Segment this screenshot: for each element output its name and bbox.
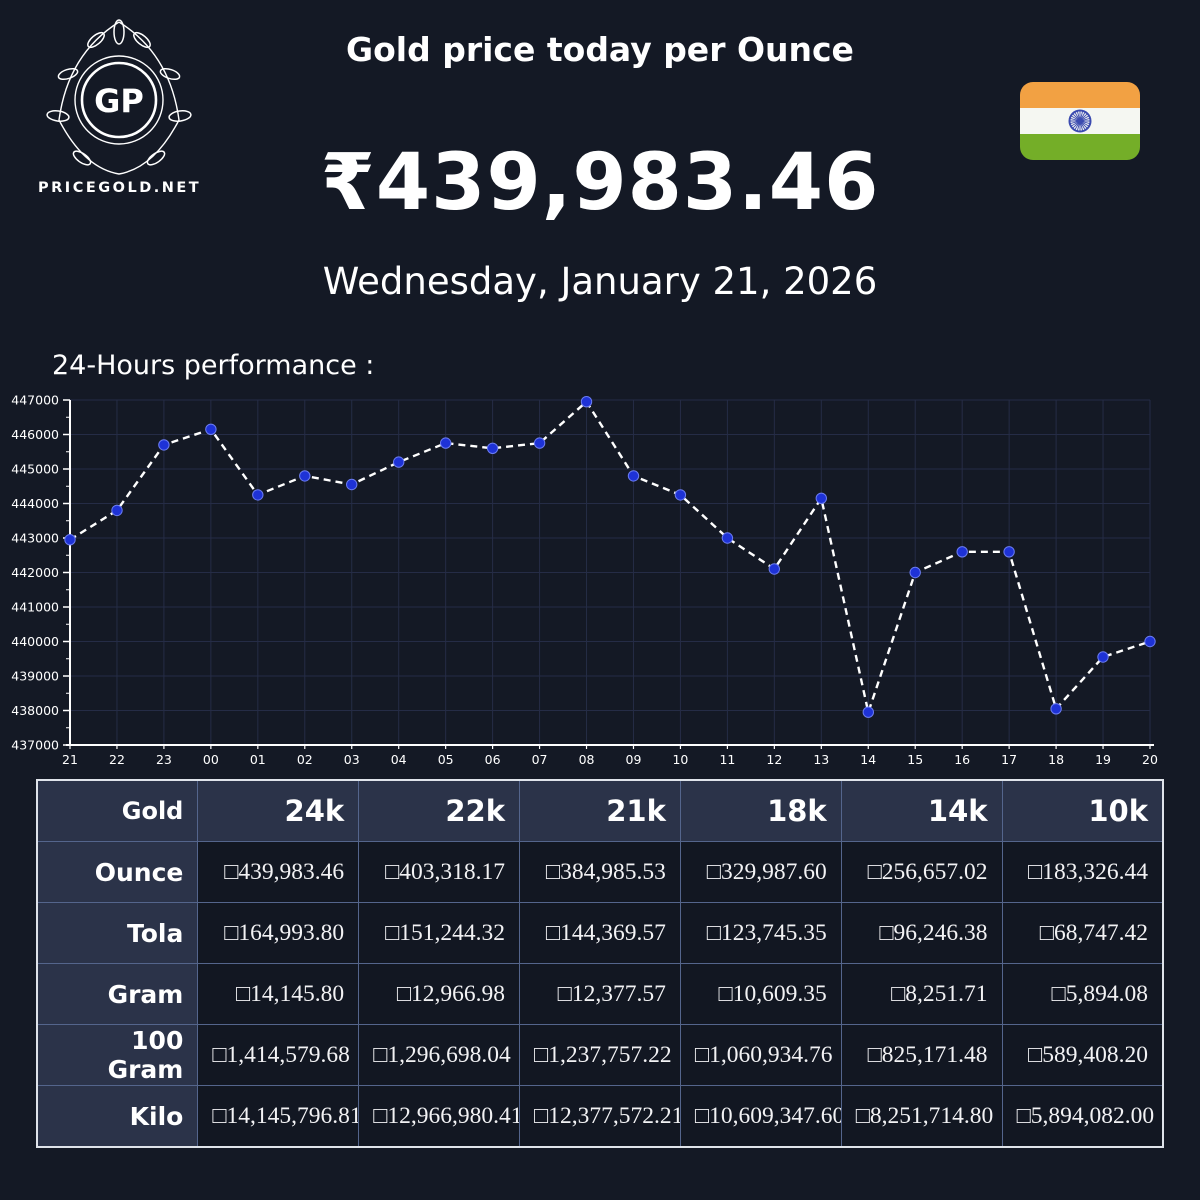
price-cell: □123,745.35 <box>679 902 842 964</box>
price-cell: □8,251,714.80 <box>840 1085 1003 1148</box>
svg-text:23: 23 <box>156 752 172 767</box>
table-row-kilo: Kilo □14,145,796.81 □12,966,980.41 □12,3… <box>36 1085 1164 1148</box>
svg-text:21: 21 <box>62 752 78 767</box>
price-cell: □589,408.20 <box>1001 1024 1164 1086</box>
table-row-100gram: 100 Gram □1,414,579.68 □1,296,698.04 □1,… <box>36 1024 1164 1086</box>
price-cell: □1,237,757.22 <box>519 1024 681 1086</box>
table-row-tola: Tola □164,993.80 □151,244.32 □144,369.57… <box>36 902 1164 964</box>
svg-text:19: 19 <box>1095 752 1111 767</box>
svg-text:03: 03 <box>344 752 360 767</box>
col-header-18k: 18k <box>679 779 842 842</box>
price-cell: □12,966.98 <box>358 963 521 1025</box>
svg-text:441000: 441000 <box>11 600 59 615</box>
pricegold-logo-icon: GP <box>46 19 192 175</box>
svg-text:438000: 438000 <box>11 703 59 718</box>
row-label-gram: Gram <box>36 963 199 1025</box>
svg-text:05: 05 <box>438 752 454 767</box>
svg-text:01: 01 <box>250 752 266 767</box>
gold-price-table: Gold 24k 22k 21k 18k 14k 10k Ounce □439,… <box>36 779 1164 1148</box>
logo-monogram: GP <box>94 82 144 120</box>
price-cell: □8,251.71 <box>840 963 1003 1025</box>
svg-text:444000: 444000 <box>11 496 59 511</box>
price-cell: □151,244.32 <box>358 902 521 964</box>
svg-text:16: 16 <box>954 752 970 767</box>
current-price: ₹439,983.46 <box>320 138 880 228</box>
price-cell: □384,985.53 <box>519 841 681 903</box>
price-cell: □10,609,347.60 <box>679 1085 842 1148</box>
svg-text:11: 11 <box>719 752 735 767</box>
svg-text:20: 20 <box>1142 752 1158 767</box>
col-header-21k: 21k <box>519 779 681 842</box>
price-table-wrap: Gold 24k 22k 21k 18k 14k 10k Ounce □439,… <box>36 779 1164 1148</box>
svg-text:14: 14 <box>860 752 876 767</box>
price-cell: □68,747.42 <box>1001 902 1164 964</box>
row-label-100gram: 100 Gram <box>36 1024 199 1086</box>
price-cell: □825,171.48 <box>840 1024 1003 1086</box>
price-cell: □256,657.02 <box>840 841 1003 903</box>
price-cell: □439,983.46 <box>197 841 360 903</box>
row-label-kilo: Kilo <box>36 1085 199 1148</box>
svg-text:442000: 442000 <box>11 565 59 580</box>
svg-text:04: 04 <box>391 752 407 767</box>
svg-text:09: 09 <box>626 752 642 767</box>
table-row-gram: Gram □14,145.80 □12,966.98 □12,377.57 □1… <box>36 963 1164 1025</box>
price-cell: □12,377.57 <box>519 963 681 1025</box>
price-cell: □144,369.57 <box>519 902 681 964</box>
col-header-24k: 24k <box>197 779 360 842</box>
price-cell: □10,609.35 <box>679 963 842 1025</box>
page-title: Gold price today per Ounce <box>346 30 854 69</box>
price-cell: □183,326.44 <box>1001 841 1164 903</box>
svg-text:02: 02 <box>297 752 313 767</box>
price-cell: □403,318.17 <box>358 841 521 903</box>
svg-text:10: 10 <box>672 752 688 767</box>
price-cell: □5,894,082.00 <box>1001 1085 1164 1148</box>
price-cell: □164,993.80 <box>197 902 360 964</box>
row-label-ounce: Ounce <box>36 841 199 903</box>
price-cell: □1,060,934.76 <box>679 1024 842 1086</box>
svg-text:22: 22 <box>109 752 125 767</box>
svg-text:439000: 439000 <box>11 669 59 684</box>
svg-text:00: 00 <box>203 752 219 767</box>
svg-text:12: 12 <box>766 752 782 767</box>
svg-text:08: 08 <box>579 752 595 767</box>
price-cell: □14,145,796.81 <box>197 1085 360 1148</box>
price-cell: □329,987.60 <box>679 841 842 903</box>
col-header-14k: 14k <box>840 779 1003 842</box>
price-cell: □1,296,698.04 <box>358 1024 521 1086</box>
price-cell: □12,377,572.21 <box>519 1085 681 1148</box>
svg-text:447000: 447000 <box>11 393 59 408</box>
col-header-10k: 10k <box>1001 779 1164 842</box>
svg-text:445000: 445000 <box>11 462 59 477</box>
price-date: Wednesday, January 21, 2026 <box>322 260 878 303</box>
svg-text:446000: 446000 <box>11 427 59 442</box>
performance-chart: 21 22 23 00 01 02 03 04 05 06 07 08 09 10 11 12 13 14 15 16… <box>11 393 1158 768</box>
svg-text:17: 17 <box>1001 752 1017 767</box>
price-cell: □14,145.80 <box>197 963 360 1025</box>
row-label-tola: Tola <box>36 902 199 964</box>
table-row-ounce: Ounce □439,983.46 □403,318.17 □384,985.5… <box>36 841 1164 903</box>
svg-text:06: 06 <box>485 752 501 767</box>
price-cell: □1,414,579.68 <box>197 1024 360 1086</box>
india-flag-icon <box>1020 82 1140 160</box>
svg-text:07: 07 <box>532 752 548 767</box>
col-header-22k: 22k <box>358 779 521 842</box>
svg-text:18: 18 <box>1048 752 1064 767</box>
price-cell: □96,246.38 <box>840 902 1003 964</box>
brand-name: PRICEGOLD.NET <box>38 180 202 196</box>
chart-title: 24-Hours performance : <box>52 350 375 381</box>
svg-text:443000: 443000 <box>11 531 59 546</box>
svg-text:13: 13 <box>813 752 829 767</box>
svg-text:437000: 437000 <box>11 738 59 753</box>
svg-text:15: 15 <box>907 752 923 767</box>
price-cell: □12,966,980.41 <box>358 1085 521 1148</box>
svg-text:440000: 440000 <box>11 634 59 649</box>
col-header-gold: Gold <box>36 779 199 842</box>
table-header-row: Gold 24k 22k 21k 18k 14k 10k <box>36 779 1164 842</box>
price-cell: □5,894.08 <box>1001 963 1164 1025</box>
